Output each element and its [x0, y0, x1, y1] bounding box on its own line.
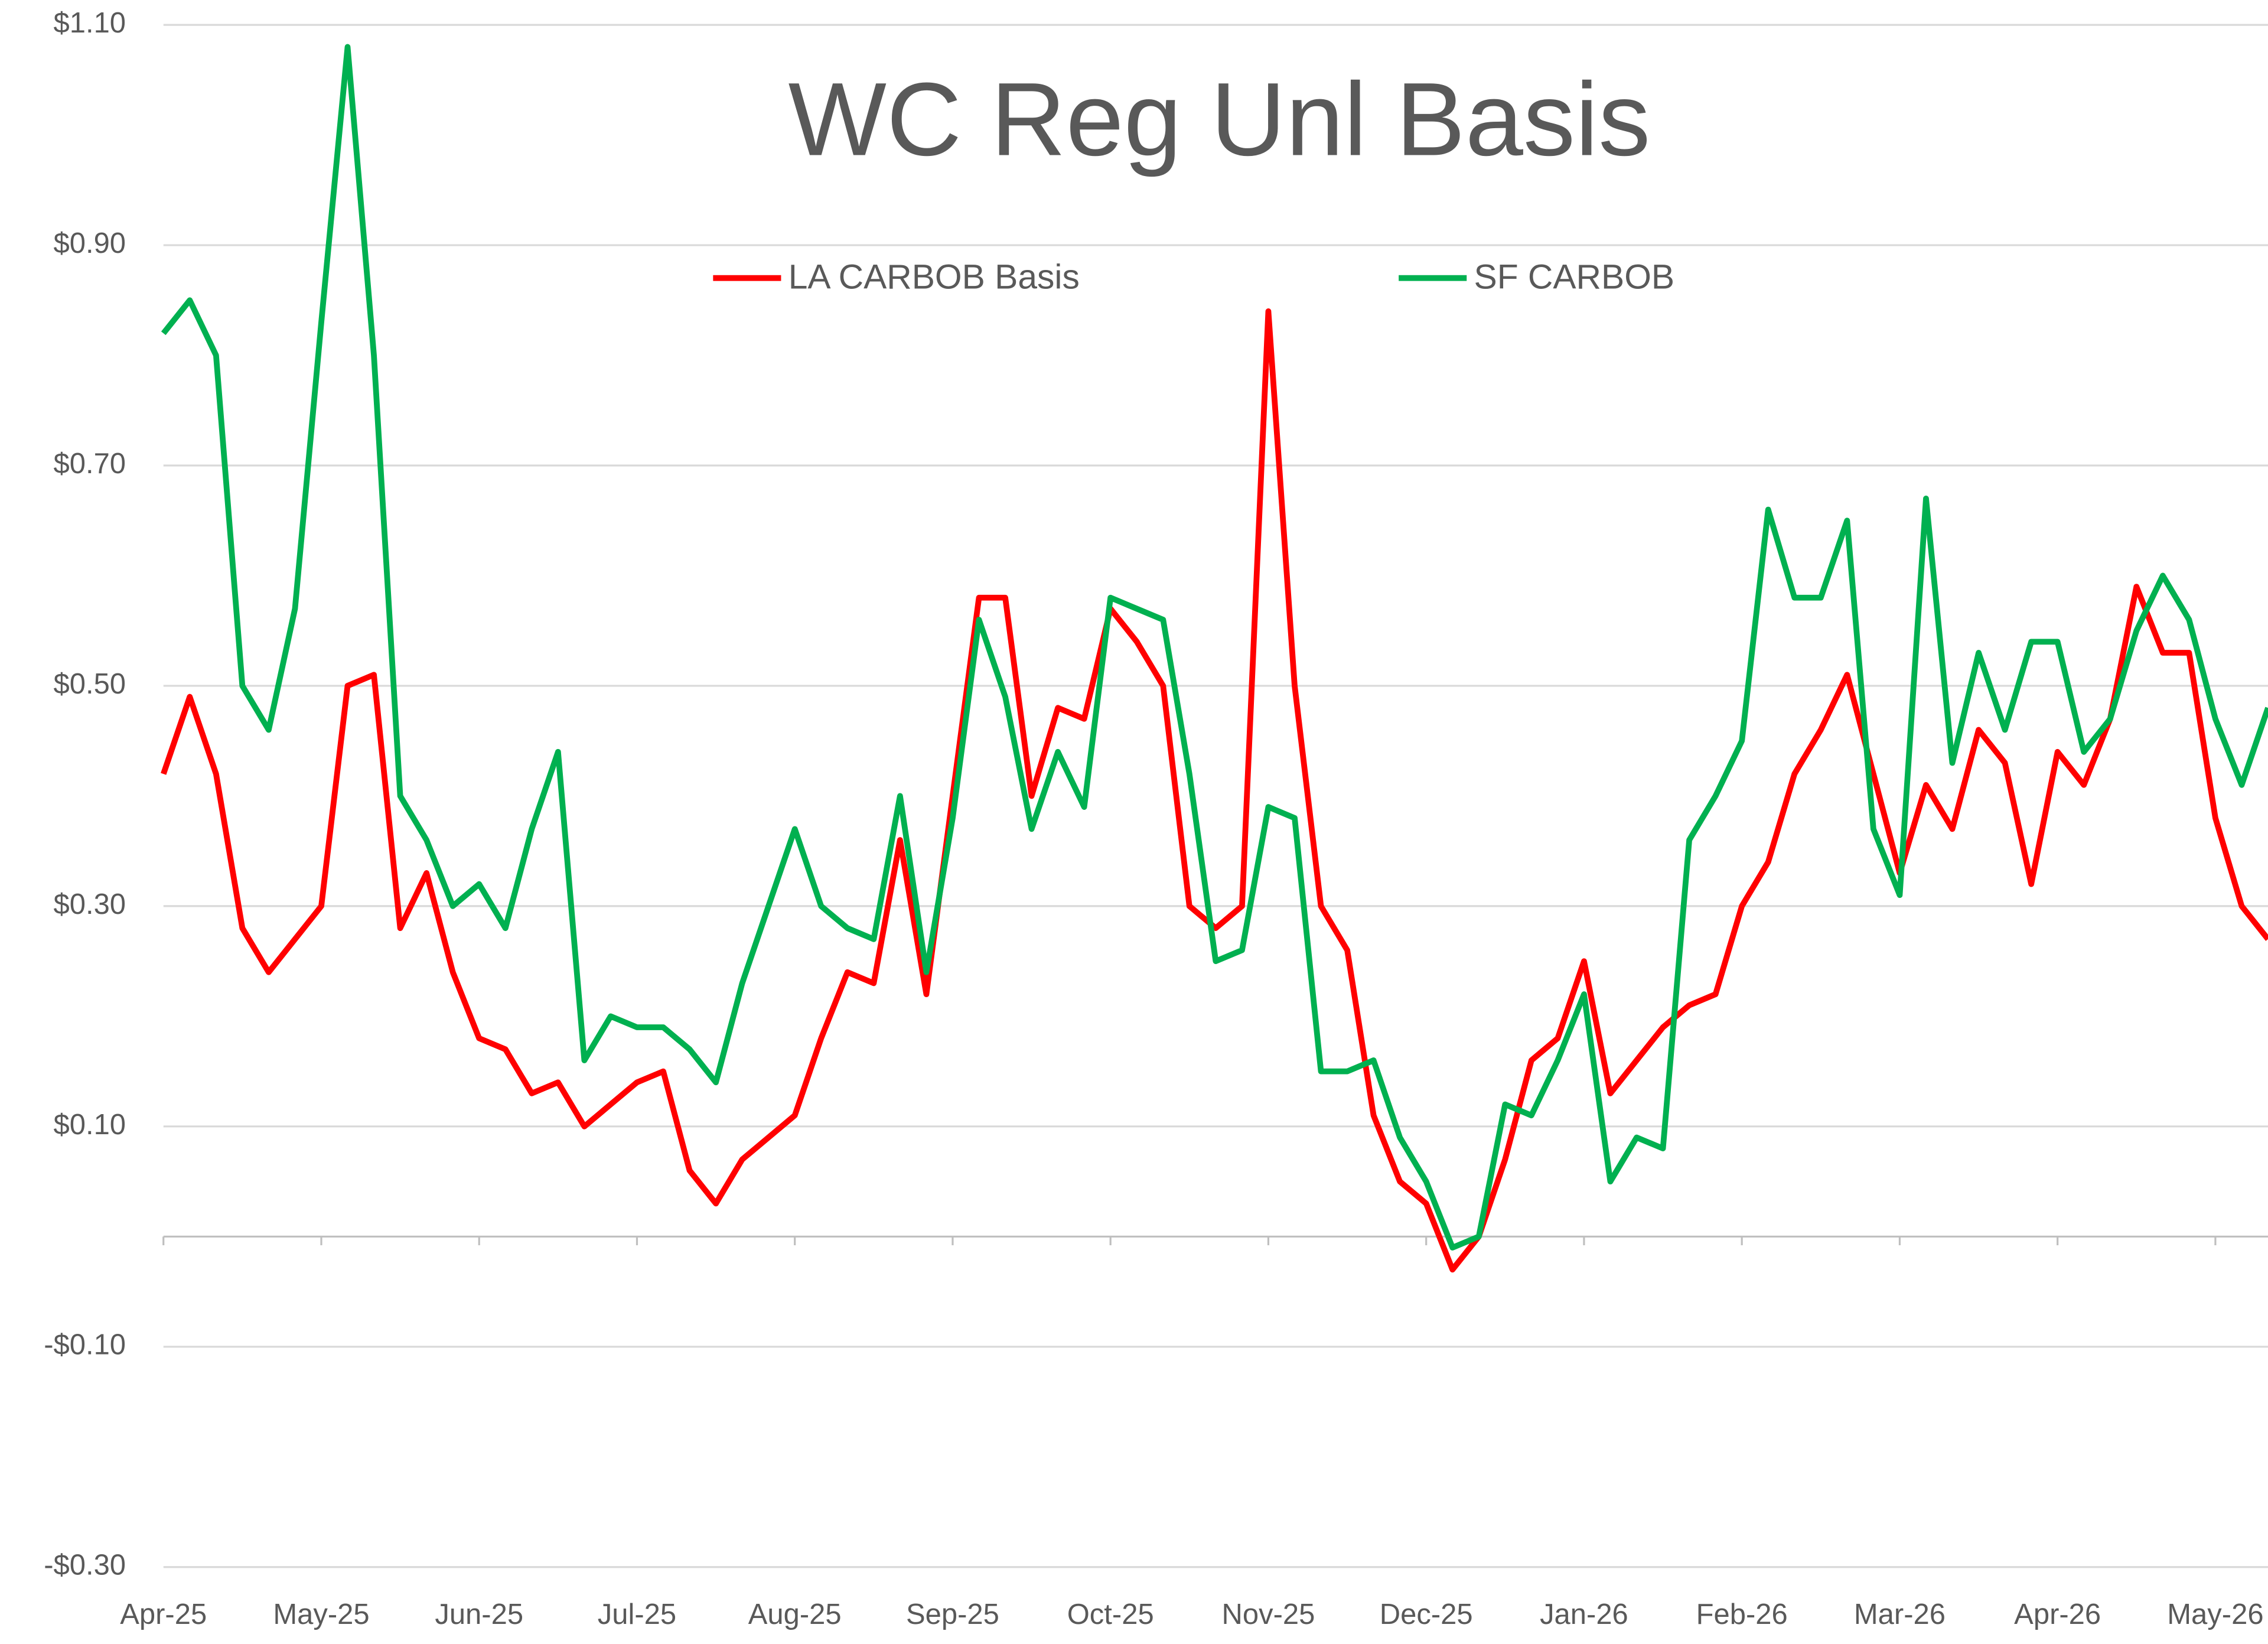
y-tick-label: -$0.10 [44, 1329, 126, 1361]
chart-title: WC Reg Unl Basis [788, 61, 1651, 178]
y-tick-label: $0.70 [54, 448, 126, 480]
x-tick-label: Jan-26 [1540, 1599, 1628, 1630]
x-tick-label: Aug-25 [748, 1599, 842, 1630]
x-tick-label: Jul-25 [598, 1599, 676, 1630]
legend-label: SF CARBOB [1474, 258, 1675, 297]
y-tick-label: $1.10 [54, 7, 126, 39]
x-tick-label: Feb-26 [1696, 1599, 1788, 1630]
x-tick-label: Mar-26 [1854, 1599, 1946, 1630]
series-line [161, 44, 2268, 1251]
x-tick-label: Oct-25 [1067, 1599, 1154, 1630]
x-tick-label: Dec-25 [1380, 1599, 1473, 1630]
x-tick-label: May-25 [273, 1599, 369, 1630]
y-tick-label: $0.50 [54, 668, 126, 700]
y-tick-label: $0.90 [54, 227, 126, 259]
x-tick-label: Sep-25 [906, 1599, 999, 1630]
x-tick-label: Apr-26 [2014, 1599, 2101, 1630]
x-tick-label: Jun-25 [435, 1599, 523, 1630]
series-line [161, 308, 2268, 1273]
x-tick-label: May-26 [2167, 1599, 2263, 1630]
y-tick-label: $0.10 [54, 1109, 126, 1141]
x-tick-label: Nov-25 [1222, 1599, 1315, 1630]
y-tick-label: $0.30 [54, 888, 126, 920]
legend-label: LA CARBOB Basis [788, 258, 1080, 297]
y-tick-label: -$0.30 [44, 1549, 126, 1581]
x-tick-label: Apr-25 [120, 1599, 207, 1630]
